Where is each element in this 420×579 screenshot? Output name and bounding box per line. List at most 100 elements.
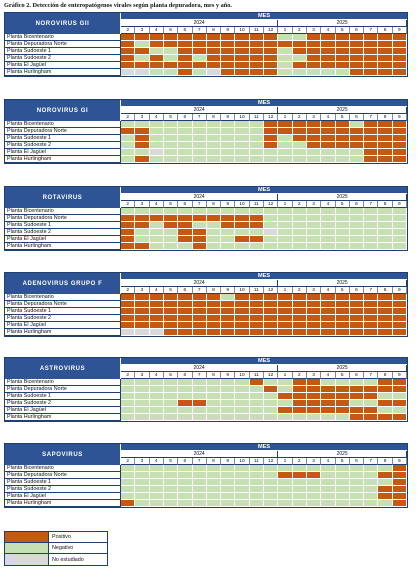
result-cell bbox=[292, 34, 307, 41]
result-cell bbox=[135, 500, 150, 507]
month-label: 8 bbox=[378, 27, 393, 34]
result-cell bbox=[321, 294, 336, 301]
result-cell bbox=[278, 215, 293, 222]
result-cell bbox=[364, 308, 379, 315]
result-cell bbox=[149, 493, 164, 500]
legend-item: Negativo bbox=[5, 543, 107, 554]
virus-table: ROTAVIRUS MES 2024 2025 2 3 4 5 6 7 8 9 10 11 12 1 2 3 4 5 6… bbox=[4, 186, 408, 251]
result-cell bbox=[378, 243, 393, 250]
plant-label: Planta Sudoeste 2 bbox=[5, 229, 121, 236]
result-cell bbox=[278, 301, 293, 308]
result-cell bbox=[392, 55, 407, 62]
result-cell bbox=[206, 222, 222, 229]
result-cell bbox=[178, 41, 193, 48]
month-label: 9 bbox=[392, 287, 407, 294]
plant-label: Planta Hurlingham bbox=[5, 329, 121, 336]
result-cell bbox=[335, 128, 350, 135]
month-label: 6 bbox=[349, 372, 365, 379]
month-label: 7 bbox=[192, 287, 207, 294]
result-cell bbox=[221, 121, 236, 128]
month-label: 4 bbox=[321, 372, 336, 379]
result-cell bbox=[264, 465, 279, 472]
result-cell bbox=[378, 414, 393, 421]
result-cell bbox=[149, 500, 164, 507]
month-label: 3 bbox=[306, 458, 322, 465]
result-cell bbox=[278, 142, 293, 149]
result-cell bbox=[306, 121, 322, 128]
result-cell bbox=[249, 135, 264, 142]
result-cell bbox=[249, 386, 264, 393]
result-cell bbox=[135, 386, 150, 393]
month-label: 9 bbox=[221, 458, 236, 465]
result-cell bbox=[135, 55, 150, 62]
month-label: 6 bbox=[178, 114, 193, 121]
result-cell bbox=[349, 301, 365, 308]
month-label: 6 bbox=[178, 27, 193, 34]
result-cell bbox=[135, 236, 150, 243]
result-cell bbox=[278, 135, 293, 142]
result-cell bbox=[235, 128, 250, 135]
result-cell bbox=[306, 48, 322, 55]
result-cell bbox=[378, 142, 393, 149]
result-cell bbox=[178, 34, 193, 41]
month-label: 4 bbox=[149, 458, 164, 465]
virus-name: NOROVIRUS GI bbox=[5, 100, 121, 121]
result-cell bbox=[135, 222, 150, 229]
year-label: 2025 bbox=[278, 107, 407, 114]
month-label: 4 bbox=[149, 27, 164, 34]
month-label: 10 bbox=[235, 287, 250, 294]
plant-label: Planta Bicentenario bbox=[5, 379, 121, 386]
result-cell bbox=[192, 465, 207, 472]
month-label: 10 bbox=[235, 114, 250, 121]
plant-label: Planta Depuradora Norte bbox=[5, 215, 121, 222]
result-cell bbox=[235, 379, 250, 386]
result-cell bbox=[392, 479, 407, 486]
result-cell bbox=[264, 393, 279, 400]
result-cell bbox=[264, 208, 279, 215]
result-cell bbox=[206, 135, 222, 142]
result-cell bbox=[192, 479, 207, 486]
legend-label: No estudiado bbox=[52, 556, 84, 563]
result-cell bbox=[378, 500, 393, 507]
plant-label: Planta El Jagüel bbox=[5, 62, 121, 69]
virus-name: NOROVIRUS GII bbox=[5, 13, 121, 34]
result-cell bbox=[349, 55, 365, 62]
month-label: 3 bbox=[135, 287, 150, 294]
result-cell bbox=[178, 142, 193, 149]
result-cell bbox=[249, 472, 264, 479]
result-cell bbox=[321, 301, 336, 308]
result-cell bbox=[392, 393, 407, 400]
result-cell bbox=[264, 128, 279, 135]
result-cell bbox=[335, 208, 350, 215]
result-cell bbox=[278, 294, 293, 301]
result-cell bbox=[206, 55, 222, 62]
result-cell bbox=[278, 128, 293, 135]
month-label: 11 bbox=[249, 458, 264, 465]
result-cell bbox=[378, 41, 393, 48]
result-cell bbox=[206, 128, 222, 135]
month-label: 12 bbox=[264, 372, 279, 379]
plant-label: Planta Hurlingham bbox=[5, 243, 121, 250]
result-cell bbox=[306, 393, 322, 400]
result-cell bbox=[278, 243, 293, 250]
plant-label: Planta Depuradora Norte bbox=[5, 128, 121, 135]
plant-label: Planta Bicentenario bbox=[5, 208, 121, 215]
plant-label: Planta El Jagüel bbox=[5, 407, 121, 414]
result-cell bbox=[163, 34, 179, 41]
month-label: 7 bbox=[364, 114, 379, 121]
result-cell bbox=[306, 222, 322, 229]
result-cell bbox=[163, 407, 179, 414]
result-cell bbox=[306, 62, 322, 69]
result-cell bbox=[149, 236, 164, 243]
month-label: 10 bbox=[235, 201, 250, 208]
virus-grid: SAPOVIRUS MES 2024 2025 2 3 4 5 6 7 8 9 10 11 12 1 2 3 4 5 6… bbox=[5, 444, 407, 507]
result-cell bbox=[221, 62, 236, 69]
result-cell bbox=[364, 414, 379, 421]
result-cell bbox=[163, 386, 179, 393]
month-label: 5 bbox=[335, 372, 350, 379]
result-cell bbox=[249, 486, 264, 493]
month-label: 1 bbox=[278, 201, 293, 208]
result-cell bbox=[335, 400, 350, 407]
result-cell bbox=[292, 400, 307, 407]
result-cell bbox=[178, 243, 193, 250]
